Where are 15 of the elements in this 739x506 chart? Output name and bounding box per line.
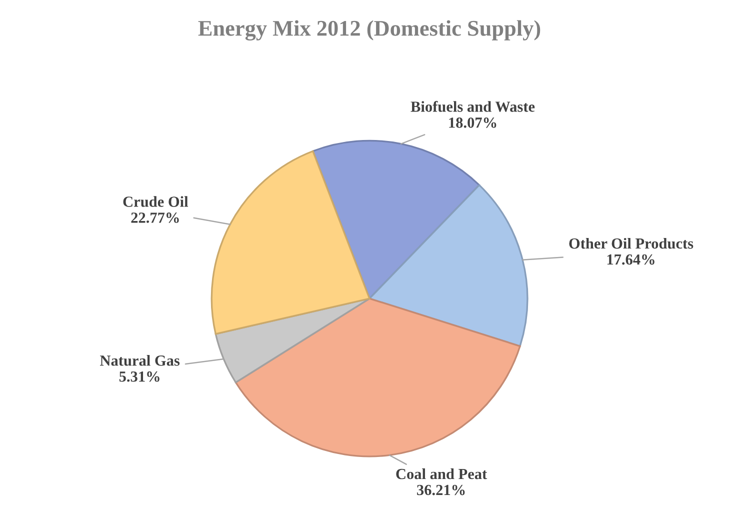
chart-title: Energy Mix 2012 (Domestic Supply): [198, 20, 540, 41]
slice-label: Crude Oil: [123, 196, 188, 207]
pie-slice: [368, 184, 528, 347]
slice-label: Coal and Peat: [396, 468, 488, 480]
slice-label: Natural Gas: [100, 355, 180, 366]
data-label: 17.64%: [607, 254, 654, 265]
pie-slice: [312, 140, 480, 300]
data-label: 5.31%: [119, 371, 160, 382]
pie-slice: [234, 298, 521, 458]
data-label: 18.07%: [449, 118, 496, 128]
slice-label: Biofuels and Waste: [410, 100, 535, 112]
data-label: 22.77%: [131, 212, 179, 223]
pie-slice: [210, 150, 370, 335]
slice-label: Other Oil Products: [569, 238, 694, 249]
data-label: 36.21%: [417, 484, 465, 496]
